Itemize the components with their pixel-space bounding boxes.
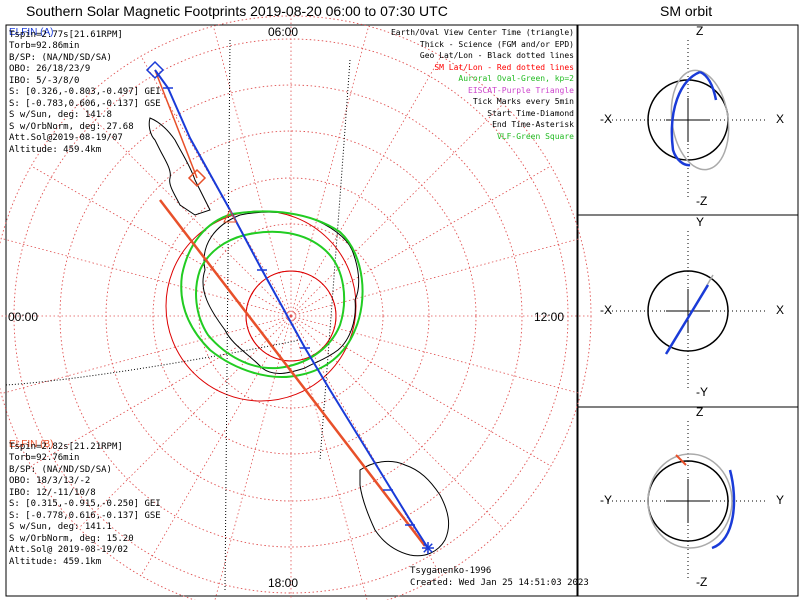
orbit-axis-label-left: -Y bbox=[600, 493, 612, 507]
auroral-oval bbox=[180, 210, 364, 379]
orbit-a bbox=[711, 469, 736, 550]
sm-lat-circle bbox=[152, 177, 430, 455]
orbit-axis-label-left: -X bbox=[600, 303, 612, 317]
elfin-a-name: ELFIN (A) bbox=[9, 27, 54, 38]
elfin-a-info-line: S: [0.326,-0.803,-0.497] GEI bbox=[9, 87, 161, 97]
orbit-axis-label-right: X bbox=[776, 303, 785, 317]
orbit-title: SM orbit bbox=[660, 3, 713, 19]
orbit-a bbox=[664, 284, 710, 355]
legend-item: SM Lat/Lon - Red dotted lines bbox=[434, 62, 574, 72]
elfin-a-info-line: OBO: 26/18/23/9 bbox=[9, 64, 91, 74]
elfin-a-info-line: Torb=92.86min bbox=[9, 41, 80, 51]
legend-item: Tick Marks every 5min bbox=[472, 97, 574, 106]
elfin-b-track-start bbox=[154, 69, 198, 179]
pole-circle bbox=[245, 270, 337, 362]
mlt-label-bottom: 18:00 bbox=[268, 576, 299, 590]
elfin-b-info-line: B/SP: (NA/ND/SD/SA) bbox=[9, 464, 112, 475]
elfin-b-info-line: Tspin=2.82s[21.21RPM] bbox=[9, 441, 123, 452]
credit-text: Tsyganenko-1996 bbox=[410, 566, 492, 576]
elfin-b-info-line: S w/OrbNorm, deg: 15.20 bbox=[9, 533, 134, 544]
orbit-axis-label-top: Z bbox=[696, 405, 704, 419]
elfin-a-info-line: B/SP: (NA/ND/SD/SA) bbox=[9, 52, 112, 63]
orbit-b-marker bbox=[675, 454, 687, 466]
elfin-a-info-line: S: [-0.783,0.606,-0.137] GSE bbox=[9, 98, 161, 109]
legend-item: Geo Lat/Lon - Black dotted lines bbox=[419, 51, 574, 60]
orbit-frame-3 bbox=[577, 406, 799, 597]
elfin-b-info-line: Torb=92.76min bbox=[9, 453, 80, 463]
orbit-axis-label-bottom: -Y bbox=[696, 385, 708, 399]
elfin-b-info-line: IBO: 12/-11/10/8 bbox=[9, 487, 96, 498]
legend-item: VLF-Green Square bbox=[496, 131, 574, 141]
sm-lat-circle bbox=[59, 84, 523, 548]
elfin-b-info-line: OBO: 18/3/13/-2 bbox=[9, 476, 91, 486]
legend-item: EISCAT-Purple Triangle bbox=[468, 85, 574, 95]
elfin-b-info-line: S: [0.315,-0.915,-0.250] GEI bbox=[9, 499, 161, 509]
elfin-a-info-line: S w/OrbNorm, deg: 27.68 bbox=[9, 121, 134, 132]
sm-lat-circle bbox=[0, 15, 592, 600]
elfin-b-name: ELFIN (B) bbox=[9, 439, 54, 450]
elfin-a-start-diamond bbox=[145, 60, 165, 80]
elfin-b-info: ELFIN (B) Tspin=2.82s[21.21RPM] Torb=92.7… bbox=[9, 440, 161, 567]
elfin-a-info-line: IBO: 5/-3/8/0 bbox=[9, 75, 80, 86]
sm-grid bbox=[0, 15, 592, 600]
geo-lat-circle bbox=[165, 210, 357, 402]
mlt-label-top: 06:00 bbox=[268, 25, 299, 39]
elfin-a-info: ELFIN (A) Tspin=2.77s[21.61RPM] Torb=92.8… bbox=[9, 28, 161, 155]
elfin-a-info-line: Altitude: 459.4km bbox=[9, 144, 102, 155]
map-frame bbox=[5, 24, 578, 597]
orbit-axis-label-right: X bbox=[776, 112, 785, 126]
mlt-label-left: 00:00 bbox=[8, 310, 39, 324]
elfin-b-info-line: S: [-0.778,0.616,-0.137] GSE bbox=[9, 510, 161, 521]
page-title: Southern Solar Magnetic Footprints 2019-… bbox=[26, 3, 448, 19]
legend-item: Start Time-Diamond bbox=[487, 108, 574, 118]
mlt-label-right: 12:00 bbox=[534, 310, 565, 324]
legend-item: Earth/Oval View Center Time (triangle) bbox=[390, 28, 574, 37]
elfin-a-end-asterisk bbox=[423, 543, 433, 553]
legend-item: Auroral Oval-Green, kp=2 bbox=[458, 74, 574, 83]
elfin-b-info-line: Altitude: 459.1km bbox=[9, 556, 102, 567]
legend-item: Thick - Science (FGM and/or EPD) bbox=[419, 39, 574, 49]
view-center-triangle bbox=[223, 208, 237, 223]
orbit-axis-label-bottom: -Z bbox=[696, 575, 708, 589]
created-text: Created: Wed Jan 25 14:51:03 2023 bbox=[410, 578, 589, 588]
elfin-a-track bbox=[154, 69, 429, 549]
elfin-a-info-line: Att.Sol@2019-08-19/07 bbox=[9, 133, 123, 143]
orbit-axis-label-left: -X bbox=[600, 112, 612, 126]
elfin-a-info-line: S w/Sun, deg: 141.8 bbox=[9, 110, 112, 120]
orbit-plots bbox=[608, 40, 768, 581]
elfin-b-start-diamond bbox=[187, 168, 207, 188]
orbit-b bbox=[647, 453, 733, 549]
orbit-axis-label-top: Z bbox=[696, 24, 704, 38]
elfin-b-track bbox=[159, 199, 426, 547]
orbit-axis-label-right: Y bbox=[776, 493, 785, 507]
elfin-b-info-line: S w/Sun, deg: 141.1 bbox=[9, 522, 112, 532]
orbit-axis-label-top: Y bbox=[696, 215, 705, 229]
orbit-axis-label-bottom: -Z bbox=[696, 194, 708, 208]
elfin-b-info-line: Att.Sol@ 2019-08-19/02 bbox=[9, 545, 129, 555]
elfin-a-info-line: Tspin=2.77s[21.61RPM] bbox=[9, 29, 123, 40]
orbit-a bbox=[670, 70, 718, 167]
legend: Earth/Oval View Center Time (triangle) Th… bbox=[350, 28, 574, 158]
legend-item: End Time-Asterisk bbox=[492, 120, 574, 129]
footprint-tracks bbox=[145, 60, 434, 554]
